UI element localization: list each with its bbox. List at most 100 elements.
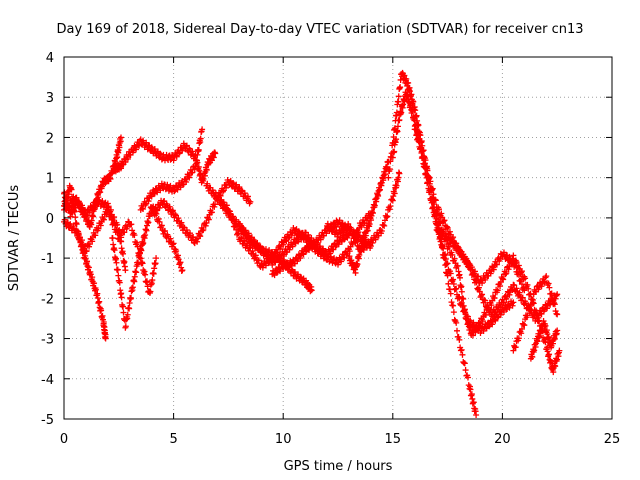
data-point	[197, 135, 204, 142]
data-point	[133, 146, 140, 153]
data-point	[424, 165, 431, 172]
data-point	[233, 181, 240, 188]
data-point	[319, 248, 326, 255]
data-point	[151, 265, 158, 272]
data-point	[509, 255, 516, 262]
data-point	[466, 261, 473, 268]
series-sat-u	[527, 317, 561, 362]
y-tick-label: 1	[46, 172, 54, 187]
x-tick-label: 0	[60, 432, 68, 447]
data-point	[518, 276, 525, 283]
data-point	[289, 243, 296, 250]
data-point	[546, 284, 553, 291]
data-point	[444, 260, 451, 267]
axis-ticks	[63, 56, 613, 420]
data-point	[430, 191, 437, 198]
data-point	[400, 101, 407, 108]
data-point	[450, 280, 457, 287]
data-point	[230, 179, 237, 186]
data-point	[384, 213, 391, 220]
data-point	[95, 225, 102, 232]
data-point	[109, 235, 116, 242]
data-point	[172, 211, 179, 218]
data-point	[238, 187, 245, 194]
data-point	[521, 322, 528, 329]
data-point	[98, 307, 105, 314]
data-point	[116, 279, 123, 286]
data-point	[456, 274, 463, 281]
data-point	[70, 222, 77, 229]
data-point	[453, 319, 460, 326]
x-tick-labels: 0 5 10 15 20 25	[60, 432, 620, 447]
data-point	[549, 296, 556, 303]
data-point	[552, 295, 559, 302]
data-point	[167, 235, 174, 242]
data-point	[453, 244, 460, 251]
data-point	[179, 147, 186, 154]
data-point	[241, 190, 248, 197]
data-point	[418, 148, 425, 155]
data-point	[518, 268, 525, 275]
data-point	[479, 280, 486, 287]
data-point	[111, 247, 118, 254]
data-point	[187, 230, 194, 237]
data-point	[529, 353, 536, 360]
data-point	[90, 213, 97, 220]
data-point	[526, 305, 533, 312]
data-point	[262, 262, 269, 269]
data-point	[186, 174, 193, 181]
data-point	[92, 232, 99, 239]
data-point	[122, 267, 129, 274]
data-point	[463, 255, 470, 262]
series-sat-t	[510, 273, 561, 354]
data-point	[121, 229, 128, 236]
data-point	[482, 311, 489, 318]
data-point	[512, 344, 519, 351]
data-point	[552, 308, 559, 315]
data-point	[462, 367, 469, 374]
data-point	[203, 219, 210, 226]
data-point	[458, 346, 465, 353]
data-point	[199, 126, 206, 133]
data-point	[447, 270, 454, 277]
data-point	[157, 187, 164, 194]
data-point	[428, 186, 435, 193]
data-point	[157, 150, 164, 157]
data-point	[551, 301, 558, 308]
data-point	[247, 198, 254, 205]
data-point	[131, 232, 138, 239]
data-point	[139, 260, 146, 267]
data-point	[386, 166, 393, 173]
data-point	[383, 214, 390, 221]
data-point	[178, 219, 185, 226]
data-point	[172, 152, 179, 159]
data-point	[407, 101, 414, 108]
data-point	[237, 234, 244, 241]
data-point	[441, 217, 448, 224]
data-point	[489, 313, 496, 320]
data-point	[205, 216, 212, 223]
data-point	[472, 268, 478, 275]
data-point	[394, 128, 401, 135]
data-point	[193, 157, 200, 164]
data-point	[81, 207, 88, 214]
series-sat-n	[345, 158, 392, 276]
data-point	[302, 232, 309, 239]
data-point	[83, 247, 90, 254]
data-point	[176, 150, 183, 157]
data-point	[129, 284, 136, 291]
data-point	[531, 347, 538, 354]
data-point	[151, 210, 158, 217]
data-point	[447, 290, 454, 297]
data-point	[189, 169, 196, 176]
data-point	[530, 300, 537, 307]
data-point	[177, 259, 184, 266]
data-point	[458, 288, 465, 295]
data-point	[88, 217, 95, 224]
data-point	[375, 192, 382, 199]
data-point	[235, 230, 242, 237]
data-point	[150, 270, 157, 277]
series-sat-s	[433, 224, 528, 294]
data-point	[353, 238, 360, 245]
data-point	[247, 244, 254, 251]
